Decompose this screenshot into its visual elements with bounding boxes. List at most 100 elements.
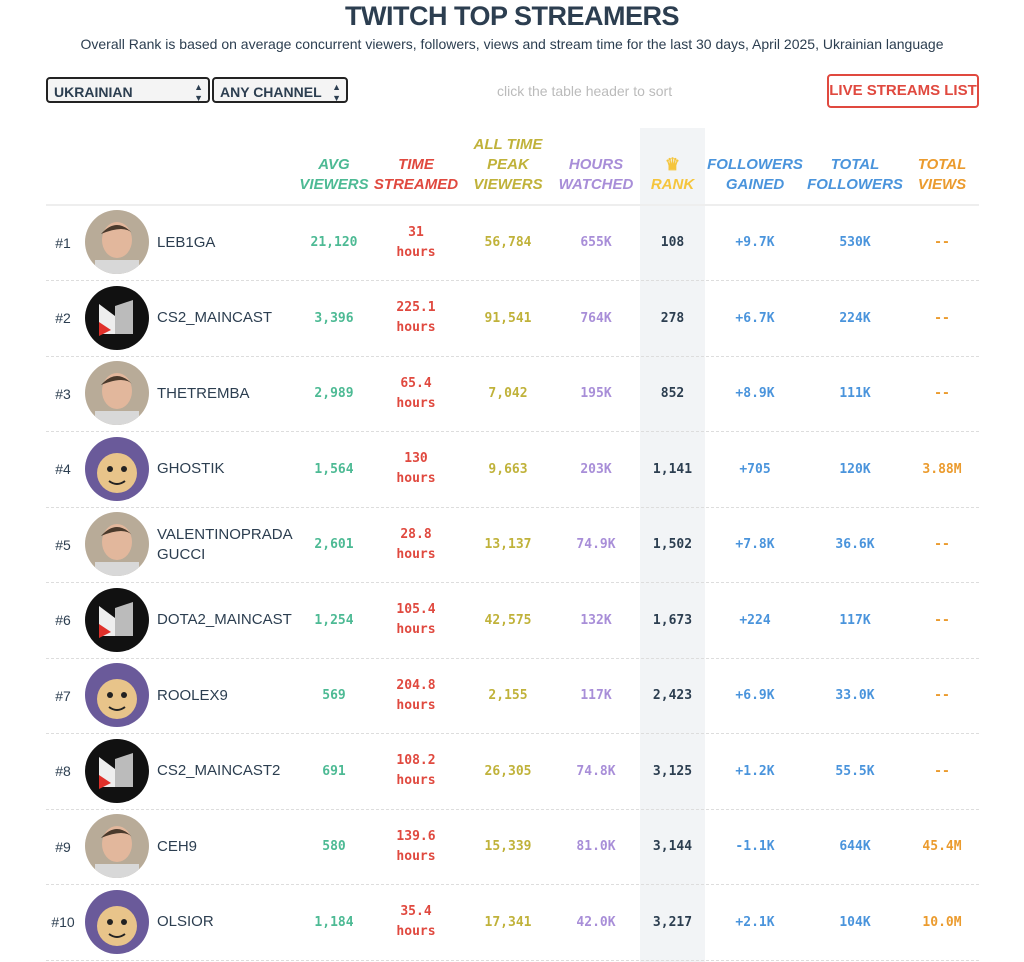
streamer-name-link[interactable]: CS2_MAINCAST2: [157, 762, 281, 779]
sort-hint: click the table header to sort: [497, 83, 673, 99]
streamer-avatar[interactable]: [85, 889, 149, 954]
streamer-name-link[interactable]: ROOLEX9: [157, 686, 228, 704]
cell-time-streamed: 31 hours: [372, 205, 460, 280]
header-label: FOLLOWERS: [707, 156, 803, 173]
cell-gained: -1.1K: [735, 839, 775, 854]
column-header-avg[interactable]: AVG VIEWERS: [296, 135, 372, 195]
cell-followers: 120K: [839, 461, 871, 477]
cell-hours: 117K: [580, 688, 612, 703]
streamer-name-link[interactable]: THETREMBA: [157, 384, 250, 402]
cell-followers: 224K: [839, 310, 871, 326]
table-row[interactable]: #7 ROOLEX9 569 204.8 hours 2,155 117K 2,423 +6.9…: [46, 658, 979, 734]
cell-gained: +2.1K: [735, 914, 775, 930]
time-value: 105.4: [396, 602, 436, 617]
cell-gained: +1.2K: [735, 763, 775, 779]
column-header-followers[interactable]: TOTAL FOLLOWERS: [805, 135, 905, 195]
table-row[interactable]: #2 CS2_MAINCAST 3,396 225.1 hours 91,541 764K 2…: [46, 281, 979, 357]
channel-select[interactable]: ANY CHANNEL ▲ ▼: [212, 77, 348, 103]
streamer-avatar[interactable]: [85, 361, 149, 425]
cell-avg: 2,989: [314, 386, 354, 401]
cell-gained: +7.8K: [735, 537, 775, 552]
page-subtitle: Overall Rank is based on average concurr…: [80, 36, 944, 52]
header-label: GAINED: [725, 176, 785, 193]
cell-peak: 17,341: [484, 914, 532, 930]
cell-rank: 1,502: [652, 537, 693, 552]
cell-peak: 15,339: [484, 839, 532, 854]
crown-icon: ♛: [664, 155, 681, 174]
header-label: STREAMED: [373, 176, 459, 193]
table-row[interactable]: #10 OLSIOR 1,184 35.4 hours 17,341 42.0K 3,217 +…: [46, 885, 979, 961]
time-unit: hours: [396, 622, 436, 637]
time-value: 28.8: [400, 526, 432, 542]
cell-avg: 569: [322, 688, 346, 703]
streamer-avatar[interactable]: [85, 814, 149, 878]
streamer-name-link[interactable]: CS2_MAINCAST: [157, 309, 273, 326]
streamer-avatar[interactable]: [85, 285, 149, 350]
header-label: TOTAL: [830, 156, 880, 173]
time-value: 31: [408, 224, 424, 240]
column-header-views[interactable]: TOTAL VIEWS: [905, 135, 979, 195]
table-row[interactable]: #3 THETREMBA 2,989 65.4 hours 7,042 195K 852 +8.…: [46, 356, 979, 432]
cell-peak: 42,575: [484, 612, 532, 628]
cell-avg: 580: [322, 839, 346, 854]
cell-gained: +6.7K: [735, 310, 775, 326]
cell-rank: 108: [660, 235, 685, 250]
cell-hours: 81.0K: [576, 839, 616, 854]
header-divider: [46, 204, 979, 206]
streamer-avatar[interactable]: [85, 587, 149, 652]
streamer-avatar[interactable]: [85, 738, 149, 803]
streamer-avatar[interactable]: [85, 210, 149, 274]
streamer-avatar[interactable]: [85, 436, 149, 501]
cell-followers: 644K: [839, 839, 871, 854]
cell-avg: 21,120: [310, 235, 358, 250]
streamer-name-link[interactable]: CEH9: [157, 837, 198, 855]
time-unit: hours: [396, 471, 436, 486]
table-row[interactable]: #1 LEB1GA 21,120 31 hours 56,784 655K 108 +9.7K 5…: [46, 205, 979, 281]
column-header-peak[interactable]: ALL TIME PEAK VIEWERS: [462, 135, 554, 195]
streamer-name-link[interactable]: OLSIOR: [157, 913, 214, 930]
column-header-rank[interactable]: ♛ RANK: [640, 135, 705, 195]
column-header-time[interactable]: TIME STREAMED: [372, 135, 460, 195]
table-row[interactable]: #9 CEH9 580 139.6 hours 15,339 81.0K 3,144 -1.1K…: [46, 809, 979, 885]
rank-number: #9: [55, 838, 71, 855]
streamer-name-link[interactable]: VALENTINOPRADAGUCCI: [157, 525, 293, 563]
streamer-name-link[interactable]: DOTA2_MAINCAST: [157, 611, 292, 628]
header-label: FOLLOWERS: [807, 176, 903, 193]
cell-gained: +705: [739, 461, 771, 477]
time-unit: hours: [396, 924, 436, 939]
cell-time-streamed: 225.1 hours: [372, 281, 460, 356]
header-label: AVG: [318, 156, 350, 173]
table-row[interactable]: #4 GHOSTIK 1,564 130 hours 9,663 203K 1,141 +705…: [46, 432, 979, 508]
live-streams-button[interactable]: LIVE STREAMS LIST: [827, 74, 979, 108]
cell-hours: 132K: [580, 612, 612, 628]
streamer-avatar[interactable]: [85, 512, 149, 576]
cell-rank: 2,423: [652, 688, 693, 703]
cell-rank: 3,217: [652, 914, 693, 930]
cell-views: --: [934, 612, 950, 628]
cell-time-streamed: 65.4 hours: [372, 356, 460, 431]
streamer-name-link[interactable]: LEB1GA: [157, 233, 216, 251]
time-value: 204.8: [396, 677, 436, 693]
select-arrows-icon: ▲ ▼: [194, 82, 203, 103]
table-row[interactable]: #8 CS2_MAINCAST2 691 108.2 hours 26,305 74.8K 3…: [46, 734, 979, 810]
cell-views: --: [934, 688, 950, 703]
streamer-avatar[interactable]: [85, 663, 149, 727]
column-header-gained[interactable]: FOLLOWERS GAINED: [705, 135, 805, 195]
table-row[interactable]: #6 DOTA2_MAINCAST 1,254 105.4 hours 42,575 132…: [46, 583, 979, 659]
cell-time-streamed: 130 hours: [372, 432, 460, 507]
cell-time-streamed: 35.4 hours: [372, 885, 460, 960]
cell-views: --: [934, 763, 950, 779]
cell-hours: 764K: [580, 310, 612, 326]
header-label: VIEWERS: [473, 176, 543, 193]
table-row[interactable]: #5 VALENTINOPRADAGUCCI 2,601 28.8 hours 13,13…: [46, 507, 979, 583]
rank-number: #10: [51, 914, 75, 930]
rank-number: #2: [55, 310, 71, 326]
column-header-hours[interactable]: HOURS WATCHED: [554, 135, 638, 195]
rank-number: #5: [55, 536, 71, 553]
cell-hours: 203K: [580, 461, 612, 477]
time-unit: hours: [396, 697, 436, 713]
language-select[interactable]: UKRAINIAN ▲ ▼: [46, 77, 210, 103]
cell-gained: +8.9K: [735, 386, 775, 401]
streamer-name-link[interactable]: GHOSTIK: [157, 460, 225, 477]
rank-number: #6: [55, 612, 71, 628]
